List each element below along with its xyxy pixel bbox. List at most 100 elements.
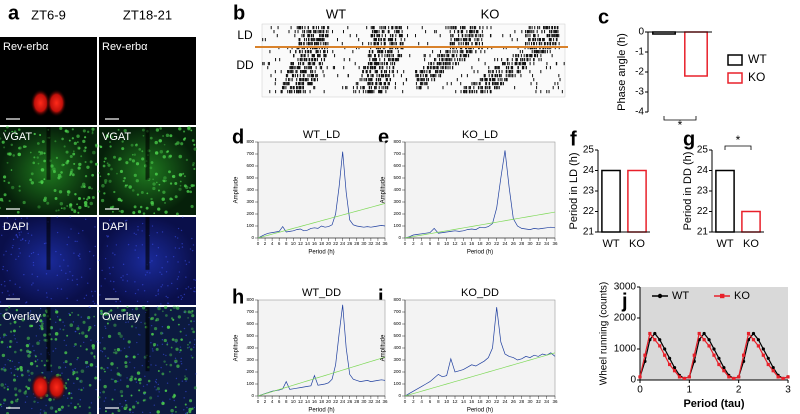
speckle	[76, 283, 79, 286]
speckle	[155, 364, 157, 367]
activity-tick	[501, 78, 503, 82]
activity-tick	[534, 34, 536, 38]
speckle	[90, 187, 93, 190]
activity-tick	[445, 62, 447, 66]
speckle	[74, 367, 76, 370]
speckle	[185, 276, 187, 278]
speckle	[146, 192, 149, 195]
activity-tick	[396, 58, 398, 62]
activity-tick	[429, 66, 431, 70]
activity-tick	[377, 34, 379, 38]
activity-tick	[299, 86, 301, 90]
activity-tick	[381, 54, 383, 58]
speckle	[6, 346, 9, 348]
speckle	[5, 308, 8, 311]
activity-tick	[302, 70, 304, 74]
speckle	[13, 374, 16, 377]
speckle	[43, 411, 47, 414]
activity-tick	[300, 54, 302, 58]
speckle	[82, 139, 86, 143]
speckle	[119, 334, 123, 338]
speckle	[37, 205, 41, 209]
activity-tick	[383, 38, 385, 42]
speckle	[150, 324, 153, 327]
speckle	[14, 338, 16, 340]
speckle	[79, 345, 82, 347]
speckle	[24, 239, 27, 242]
activity-tick	[322, 70, 324, 74]
speckle	[186, 189, 190, 193]
series-line	[257, 356, 386, 397]
activity-tick	[310, 82, 312, 86]
speckle	[38, 150, 41, 154]
activity-tick	[451, 54, 453, 58]
activity-tick	[384, 34, 386, 38]
activity-tick	[300, 70, 302, 74]
activity-tick	[488, 74, 490, 78]
activity-tick	[377, 62, 379, 66]
speckle	[104, 277, 106, 280]
speckle	[0, 206, 2, 210]
activity-tick	[493, 78, 495, 82]
activity-tick	[381, 34, 383, 38]
activity-tick	[486, 90, 488, 94]
activity-tick	[298, 86, 300, 90]
activity-tick	[443, 66, 445, 70]
activity-tick	[297, 30, 299, 34]
x-axis-label: Period (tau)	[683, 398, 744, 410]
activity-tick	[473, 82, 475, 86]
speckle	[9, 322, 12, 325]
speckle	[100, 285, 102, 287]
speckle	[159, 271, 161, 273]
speckle	[161, 273, 163, 275]
speckle	[96, 303, 98, 306]
speckle	[190, 204, 194, 209]
activity-tick	[558, 34, 560, 38]
y-tick-label: 0	[398, 393, 401, 398]
y-axis-label: Amplitude	[381, 334, 387, 361]
activity-tick	[365, 90, 367, 94]
activity-tick	[468, 50, 470, 54]
speckle	[0, 137, 2, 140]
speckle	[180, 357, 182, 360]
speckle	[12, 329, 16, 333]
activity-tick	[372, 26, 374, 30]
activity-tick	[388, 58, 390, 62]
speckle	[80, 316, 82, 318]
activity-tick	[512, 74, 514, 78]
activity-tick	[310, 42, 312, 46]
speckle	[82, 387, 85, 389]
speckle	[154, 151, 159, 155]
activity-tick	[366, 66, 368, 70]
activity-tick	[449, 26, 451, 30]
activity-tick	[386, 78, 388, 82]
activity-tick	[356, 86, 358, 90]
activity-tick	[428, 66, 430, 70]
activity-tick	[381, 90, 383, 94]
speckle	[139, 381, 142, 385]
activity-tick	[291, 90, 293, 94]
activity-tick	[443, 62, 445, 66]
x-tick-label: 12	[452, 399, 458, 404]
activity-tick	[313, 30, 315, 34]
y-tick-label: 300	[246, 357, 254, 362]
speckle	[63, 325, 66, 327]
activity-tick	[418, 42, 420, 46]
activity-tick	[312, 74, 314, 78]
activity-tick	[359, 78, 361, 82]
activity-tick	[362, 90, 364, 94]
series-line	[404, 352, 556, 397]
speckle	[52, 170, 57, 174]
speckle	[0, 197, 4, 202]
speckle	[117, 331, 121, 336]
speckle	[154, 172, 158, 176]
speckle	[169, 197, 173, 201]
speckle	[130, 394, 133, 397]
speckle	[66, 334, 69, 337]
activity-tick	[464, 34, 466, 38]
activity-tick	[362, 86, 364, 90]
speckle	[101, 350, 104, 353]
speckle	[176, 287, 179, 290]
activity-tick	[458, 38, 460, 42]
activity-tick	[292, 70, 294, 74]
